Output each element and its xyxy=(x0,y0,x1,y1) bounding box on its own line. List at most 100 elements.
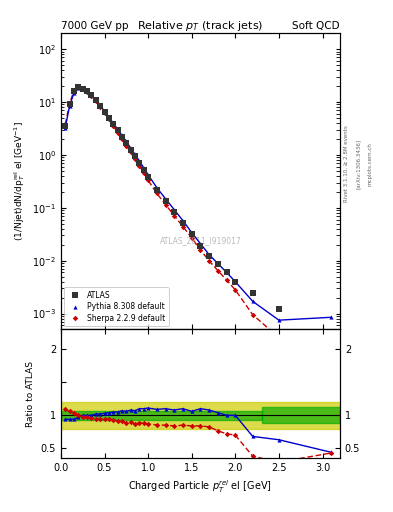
ATLAS xyxy=(146,174,151,180)
Pythia 8.308 default xyxy=(80,86,85,92)
Pythia 8.308 default xyxy=(115,126,120,133)
Pythia 8.308 default xyxy=(94,96,98,102)
Sherpa 2.2.9 default xyxy=(111,123,116,129)
Pythia 8.308 default xyxy=(137,158,142,164)
Y-axis label: (1/Njet)dN/dp$^{\rm rel}_T$ el [GeV$^{-1}$]: (1/Njet)dN/dp$^{\rm rel}_T$ el [GeV$^{-1… xyxy=(11,121,26,241)
Pythia 8.308 default xyxy=(233,279,238,285)
Sherpa 2.2.9 default xyxy=(124,142,129,148)
ATLAS xyxy=(172,208,176,215)
Sherpa 2.2.9 default xyxy=(133,156,138,162)
Sherpa 2.2.9 default xyxy=(329,334,334,340)
Sherpa 2.2.9 default xyxy=(115,130,120,136)
Legend: ATLAS, Pythia 8.308 default, Sherpa 2.2.9 default: ATLAS, Pythia 8.308 default, Sherpa 2.2.… xyxy=(64,287,169,327)
Sherpa 2.2.9 default xyxy=(63,121,68,127)
Sherpa 2.2.9 default xyxy=(76,84,81,91)
Sherpa 2.2.9 default xyxy=(277,334,281,340)
Sherpa 2.2.9 default xyxy=(89,93,94,99)
Sherpa 2.2.9 default xyxy=(181,224,185,230)
Pythia 8.308 default xyxy=(102,108,107,114)
Pythia 8.308 default xyxy=(111,120,116,126)
Pythia 8.308 default xyxy=(141,165,146,171)
Sherpa 2.2.9 default xyxy=(172,212,176,219)
Pythia 8.308 default xyxy=(215,261,220,267)
ATLAS xyxy=(67,101,72,108)
Sherpa 2.2.9 default xyxy=(94,98,98,104)
ATLAS xyxy=(207,253,211,260)
Pythia 8.308 default xyxy=(198,241,203,247)
ATLAS xyxy=(250,289,255,295)
Sherpa 2.2.9 default xyxy=(154,190,159,197)
Pythia 8.308 default xyxy=(133,152,138,158)
ATLAS xyxy=(128,147,133,153)
Sherpa 2.2.9 default xyxy=(128,150,133,156)
Pythia 8.308 default xyxy=(172,207,176,213)
Pythia 8.308 default xyxy=(124,138,129,144)
ATLAS xyxy=(189,231,194,237)
Text: 7000 GeV pp: 7000 GeV pp xyxy=(61,20,129,31)
ATLAS xyxy=(198,243,203,249)
Pythia 8.308 default xyxy=(98,102,103,109)
ATLAS xyxy=(277,306,281,312)
ATLAS xyxy=(320,338,325,344)
ATLAS xyxy=(119,134,124,140)
ATLAS xyxy=(80,86,85,92)
Text: Rivet 3.1.10, ≥ 2.8M events: Rivet 3.1.10, ≥ 2.8M events xyxy=(344,125,349,202)
Line: ATLAS: ATLAS xyxy=(62,84,326,344)
X-axis label: Charged Particle $p^{rel}_{T}$ el [GeV]: Charged Particle $p^{rel}_{T}$ el [GeV] xyxy=(129,479,272,496)
Sherpa 2.2.9 default xyxy=(72,88,76,94)
Bar xyxy=(262,408,340,423)
Pythia 8.308 default xyxy=(277,317,281,323)
ATLAS xyxy=(98,103,103,109)
Pythia 8.308 default xyxy=(329,314,334,321)
Sherpa 2.2.9 default xyxy=(141,169,146,176)
Sherpa 2.2.9 default xyxy=(163,202,168,208)
Pythia 8.308 default xyxy=(163,196,168,202)
Pythia 8.308 default xyxy=(89,92,94,98)
ATLAS xyxy=(76,84,81,91)
Pythia 8.308 default xyxy=(250,298,255,305)
ATLAS xyxy=(85,88,90,94)
Text: mcplots.cern.ch: mcplots.cern.ch xyxy=(367,142,373,186)
Sherpa 2.2.9 default xyxy=(250,312,255,318)
Pythia 8.308 default xyxy=(207,251,211,258)
ATLAS xyxy=(94,97,98,103)
ATLAS xyxy=(89,92,94,98)
Y-axis label: Ratio to ATLAS: Ratio to ATLAS xyxy=(26,361,35,427)
Sherpa 2.2.9 default xyxy=(67,100,72,106)
ATLAS xyxy=(124,140,129,146)
Sherpa 2.2.9 default xyxy=(98,104,103,110)
ATLAS xyxy=(115,127,120,134)
Sherpa 2.2.9 default xyxy=(102,111,107,117)
Pythia 8.308 default xyxy=(107,114,111,120)
Text: [arXiv:1306.3436]: [arXiv:1306.3436] xyxy=(356,139,361,189)
Pythia 8.308 default xyxy=(154,185,159,191)
Sherpa 2.2.9 default xyxy=(224,277,229,283)
Sherpa 2.2.9 default xyxy=(233,287,238,293)
Sherpa 2.2.9 default xyxy=(146,177,151,183)
Bar xyxy=(61,402,340,429)
Text: ATLAS_2011_I919017: ATLAS_2011_I919017 xyxy=(160,236,241,245)
ATLAS xyxy=(102,109,107,115)
ATLAS xyxy=(141,167,146,173)
ATLAS xyxy=(215,261,220,267)
Bar xyxy=(61,411,262,420)
Pythia 8.308 default xyxy=(181,218,185,224)
ATLAS xyxy=(181,220,185,226)
Line: Sherpa 2.2.9 default: Sherpa 2.2.9 default xyxy=(63,86,333,339)
Sherpa 2.2.9 default xyxy=(107,116,111,122)
Pythia 8.308 default xyxy=(146,172,151,178)
Pythia 8.308 default xyxy=(63,124,68,131)
Sherpa 2.2.9 default xyxy=(207,258,211,264)
Sherpa 2.2.9 default xyxy=(189,235,194,241)
ATLAS xyxy=(163,198,168,204)
Sherpa 2.2.9 default xyxy=(215,267,220,273)
Pythia 8.308 default xyxy=(67,103,72,109)
ATLAS xyxy=(107,115,111,121)
ATLAS xyxy=(72,88,76,94)
Title: Relative $p_T$ (track jets): Relative $p_T$ (track jets) xyxy=(137,19,264,33)
Sherpa 2.2.9 default xyxy=(198,247,203,253)
ATLAS xyxy=(154,187,159,193)
Pythia 8.308 default xyxy=(119,132,124,138)
Sherpa 2.2.9 default xyxy=(137,163,142,169)
ATLAS xyxy=(111,121,116,127)
